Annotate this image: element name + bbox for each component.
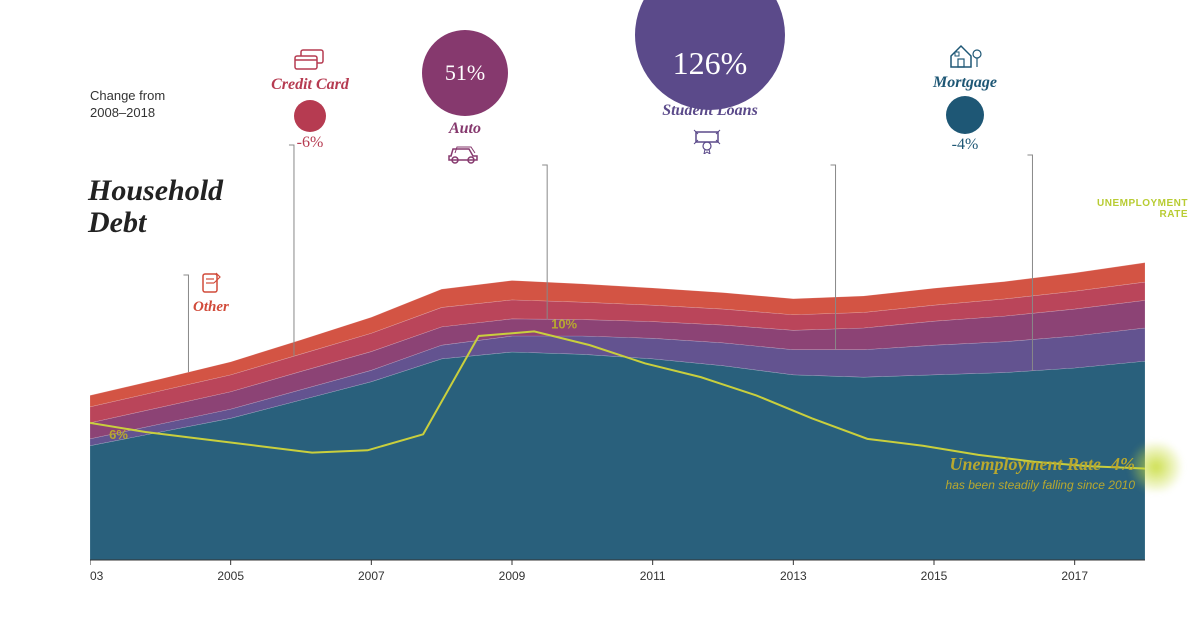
svg-text:2015: 2015 (921, 569, 948, 580)
unemp-inline-label: 10% (551, 316, 577, 331)
category-mortgage-pct: -4% (905, 136, 1025, 154)
category-other-name: Other (193, 299, 229, 315)
auto-bubble: 51% (422, 30, 508, 116)
category-auto-pct: 51% (445, 60, 485, 86)
svg-text:2017: 2017 (1061, 569, 1088, 580)
svg-text:2009: 2009 (499, 569, 526, 580)
card-icon (293, 48, 327, 72)
callout-other (183, 275, 188, 372)
credit-bubble (294, 100, 326, 132)
svg-text:2011: 2011 (640, 569, 666, 580)
unemp-note-sub: has been steadily falling since 2010 (946, 478, 1135, 492)
car-icon (445, 142, 485, 166)
svg-text:2005: 2005 (217, 569, 244, 580)
svg-text:2007: 2007 (358, 569, 385, 580)
document-icon (200, 271, 222, 297)
svg-text:2013: 2013 (780, 569, 807, 580)
category-mortgage: Mortgage -4% (905, 40, 1025, 154)
category-auto-name: Auto (395, 120, 535, 138)
svg-text:2003: 2003 (90, 569, 104, 580)
category-other: Other (193, 271, 229, 316)
unemployment-note: Unemployment Rate 4% has been steadily f… (946, 454, 1135, 492)
category-credit-pct: -6% (250, 134, 370, 152)
unemp-inline-label: 6% (109, 427, 128, 442)
mortgage-bubble (946, 96, 984, 134)
callout-credit (289, 145, 294, 356)
house-icon (947, 40, 983, 70)
category-credit: Credit Card -6% (250, 48, 370, 152)
category-student-pct: 126% (673, 45, 748, 82)
category-auto: 51% Auto (395, 30, 535, 166)
unemp-note-title: Unemployment Rate (950, 454, 1102, 474)
chart-container: Change from 2008–2018 Household Debt UNE… (0, 0, 1200, 628)
category-student: 126% Student Loans (610, 18, 810, 154)
diploma-icon (690, 124, 730, 154)
category-mortgage-name: Mortgage (905, 74, 1025, 92)
unemp-note-pct: 4% (1111, 454, 1135, 474)
unemployment-glow (1126, 442, 1186, 492)
category-credit-name: Credit Card (250, 76, 370, 94)
student-bubble: 126% (635, 0, 785, 110)
